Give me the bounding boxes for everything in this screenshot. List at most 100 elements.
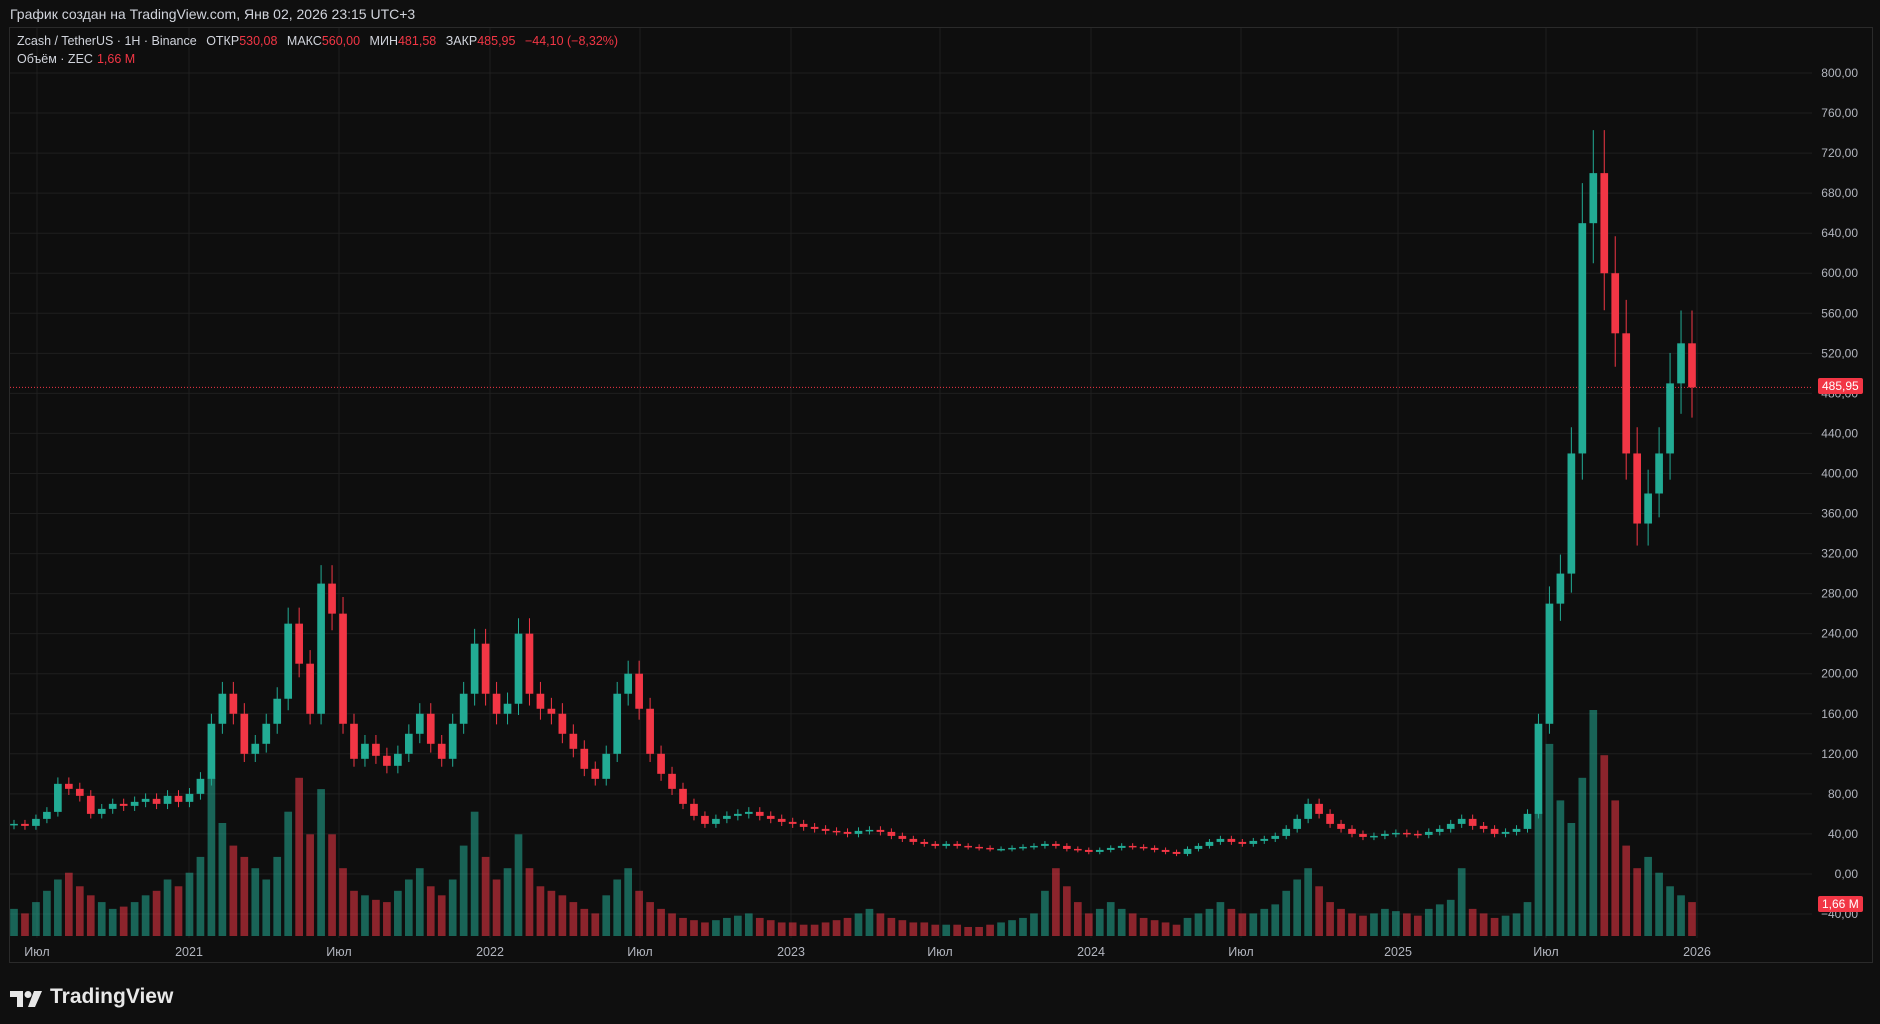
candle-body bbox=[130, 801, 139, 806]
symbol-legend[interactable]: Zcash / TetherUS · 1H · Binance ОТКР530,… bbox=[17, 34, 618, 48]
volume-bar bbox=[1688, 902, 1696, 936]
volume-bar bbox=[547, 890, 556, 936]
volume-bar bbox=[1578, 777, 1587, 936]
volume-bar bbox=[75, 886, 84, 936]
tradingview-logo[interactable]: TradingView bbox=[10, 985, 173, 1009]
candle-body bbox=[558, 713, 567, 734]
open-label: ОТКР bbox=[206, 34, 240, 48]
x-tick-label: Июл bbox=[326, 945, 351, 959]
chart-caption: График создан на TradingView.com, Янв 02… bbox=[10, 6, 416, 22]
candle-body bbox=[75, 788, 84, 796]
candle-body bbox=[339, 613, 347, 724]
volume-bar bbox=[185, 872, 194, 936]
candle-body bbox=[1249, 840, 1258, 844]
candle-body bbox=[624, 673, 633, 694]
candle-body bbox=[690, 803, 698, 816]
volume-bar bbox=[624, 868, 633, 936]
candle-body bbox=[602, 753, 611, 779]
volume-bar bbox=[1084, 913, 1093, 936]
candle-body bbox=[1424, 831, 1433, 835]
volume-bar bbox=[1095, 908, 1104, 936]
volume-bar bbox=[64, 872, 73, 936]
candle-body bbox=[964, 845, 972, 848]
volume-bar bbox=[1073, 902, 1082, 936]
candle-body bbox=[284, 623, 293, 699]
candle-body bbox=[832, 830, 841, 833]
candle-body bbox=[97, 808, 106, 814]
candle-body bbox=[1041, 843, 1049, 846]
volume-bar bbox=[821, 922, 830, 936]
volume-bar bbox=[876, 913, 885, 936]
close-label: ЗАКР bbox=[445, 34, 478, 48]
volume-legend[interactable]: Объём · ZEC 1,66 M bbox=[17, 52, 135, 66]
candle-body bbox=[1337, 823, 1345, 829]
volume-bar bbox=[1403, 913, 1411, 936]
candle-body bbox=[459, 693, 468, 724]
volume-bar bbox=[119, 906, 128, 936]
volume-bar bbox=[1106, 902, 1115, 936]
high-value: 560,00 bbox=[321, 34, 361, 48]
volume-bar bbox=[415, 868, 424, 936]
high-label: МАКС bbox=[286, 34, 322, 48]
volume-bar bbox=[196, 856, 205, 936]
volume-bar bbox=[273, 856, 282, 936]
symbol-label[interactable]: Zcash / TetherUS · 1H · Binance bbox=[17, 34, 197, 48]
x-tick-label: Июл bbox=[1228, 945, 1253, 959]
y-tick-label: 360,00 bbox=[1821, 507, 1858, 521]
candle-body bbox=[657, 753, 665, 774]
volume-bar bbox=[350, 890, 358, 936]
volume-bar bbox=[1052, 868, 1060, 936]
candle-body bbox=[1063, 845, 1071, 849]
candle-body bbox=[898, 835, 907, 839]
volume-bar bbox=[1326, 902, 1334, 936]
candle-body bbox=[361, 743, 369, 759]
volume-bar bbox=[744, 913, 753, 936]
volume-bar bbox=[635, 890, 643, 936]
volume-bar bbox=[569, 902, 578, 936]
candle-body bbox=[108, 803, 117, 809]
x-tick-label: Июл bbox=[24, 945, 49, 959]
y-tick-label: 440,00 bbox=[1821, 426, 1858, 440]
volume-bar bbox=[1501, 915, 1510, 936]
volume-label: Объём · ZEC bbox=[17, 52, 93, 66]
volume-bar bbox=[1260, 908, 1269, 936]
y-tick-label: 40,00 bbox=[1828, 827, 1858, 841]
volume-bar bbox=[262, 879, 271, 936]
volume-bar bbox=[1446, 899, 1455, 936]
candle-body bbox=[1052, 843, 1060, 846]
volume-bar bbox=[1315, 886, 1323, 936]
candle-body bbox=[1403, 832, 1411, 835]
volume-bar bbox=[1150, 920, 1159, 936]
y-tick-label: 0,00 bbox=[1835, 867, 1859, 881]
candle-body bbox=[1523, 813, 1532, 829]
volume-bar bbox=[361, 895, 369, 936]
volume-bar bbox=[1216, 902, 1225, 936]
candle-body bbox=[865, 829, 874, 832]
volume-bar bbox=[503, 868, 512, 936]
candle-body bbox=[1073, 848, 1082, 851]
y-tick-label: 560,00 bbox=[1821, 306, 1858, 320]
volume-bar bbox=[613, 879, 622, 936]
volume-bar bbox=[207, 777, 216, 936]
candle-body bbox=[920, 841, 929, 844]
candle-body bbox=[547, 708, 556, 714]
volume-bar bbox=[1392, 911, 1400, 936]
candle-body bbox=[86, 795, 95, 814]
candle-body bbox=[1150, 847, 1159, 850]
volume-bar bbox=[734, 915, 742, 936]
volume-bar bbox=[218, 823, 227, 936]
volume-bar bbox=[1413, 915, 1422, 936]
candle-body bbox=[1348, 828, 1356, 834]
y-tick-label: 680,00 bbox=[1821, 186, 1858, 200]
candle-body bbox=[799, 823, 808, 827]
candle-body bbox=[306, 663, 314, 714]
candle-body bbox=[701, 815, 709, 824]
x-tick-label: 2024 bbox=[1077, 945, 1105, 959]
volume-bar bbox=[920, 922, 929, 936]
candle-body bbox=[394, 753, 402, 766]
volume-bar bbox=[799, 924, 808, 936]
candle-body bbox=[207, 723, 216, 779]
candle-body bbox=[810, 826, 819, 829]
candle-body bbox=[1161, 849, 1170, 852]
